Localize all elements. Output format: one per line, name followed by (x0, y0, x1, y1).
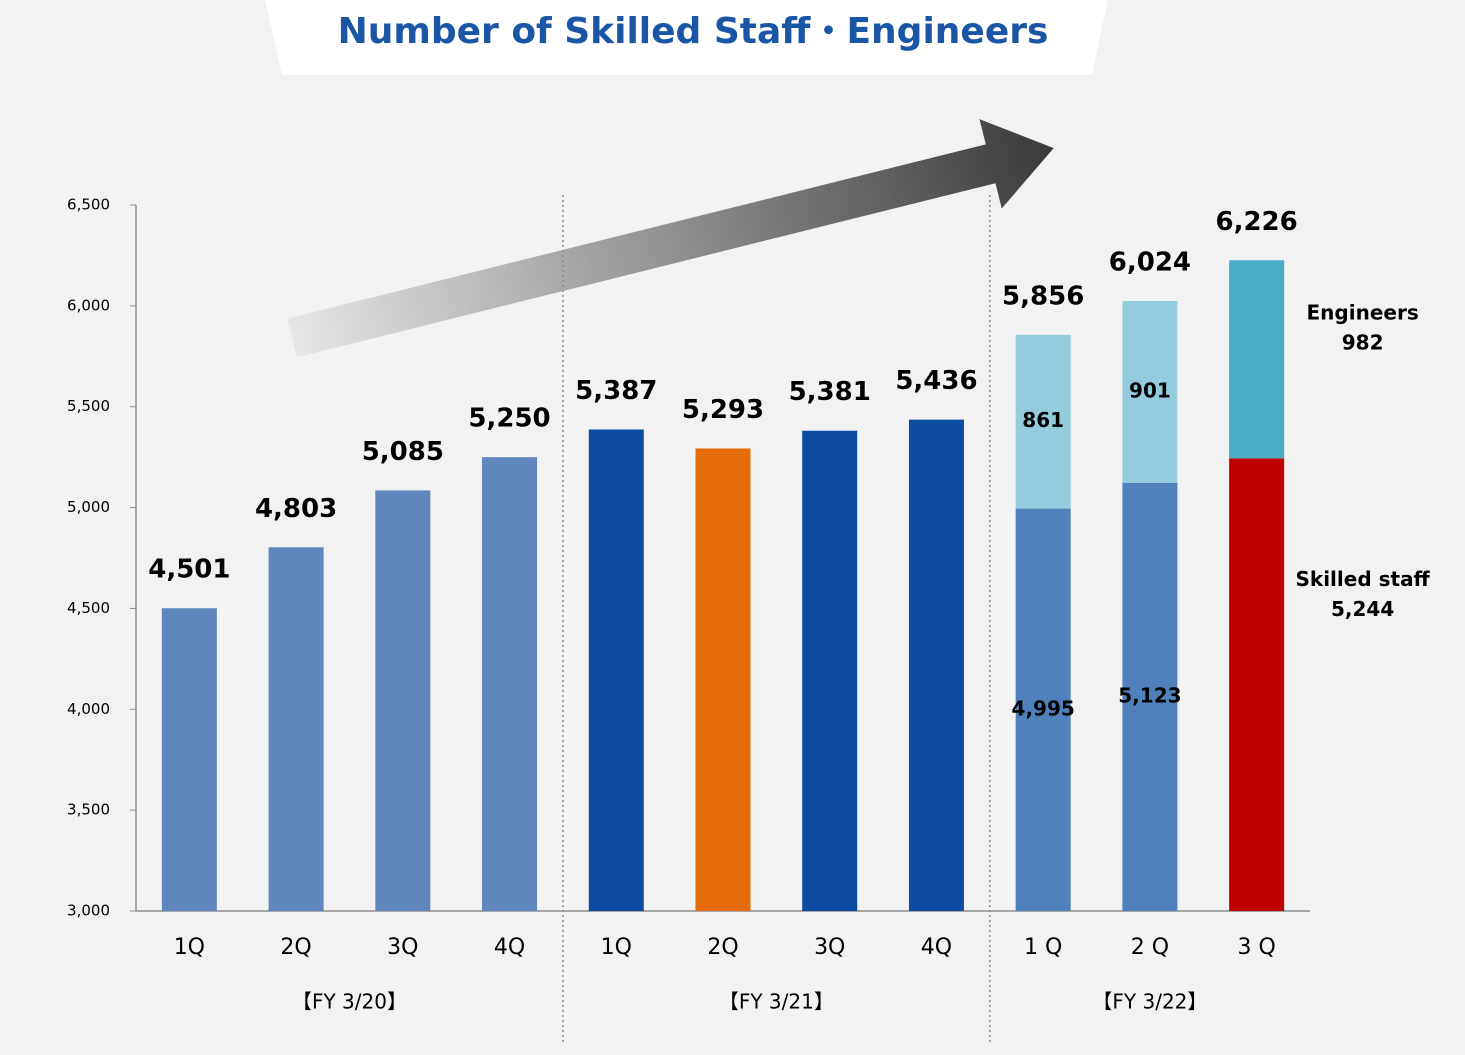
x-tick-label: 1Q (174, 935, 205, 960)
y-tick-label: 3,500 (67, 801, 110, 819)
value-label: 5,293 (682, 395, 764, 425)
x-tick-label: 3 Q (1237, 935, 1275, 960)
group-label: 【FY 3/21】 (719, 990, 834, 1014)
segment-label: 861 (1022, 408, 1064, 432)
y-tick-label: 5,000 (67, 498, 110, 516)
value-label: 4,501 (148, 555, 230, 585)
x-tick-label: 1 Q (1024, 935, 1062, 960)
segment-label: 5,123 (1118, 683, 1181, 707)
x-tick-label: 3Q (387, 935, 418, 960)
group-label: 【FY 3/22】 (1092, 990, 1207, 1014)
series-label: Engineers (1307, 300, 1419, 324)
bar-segment (1229, 260, 1285, 459)
bar (375, 490, 431, 911)
bar-segment (1229, 458, 1285, 911)
bar-segment (1122, 301, 1178, 483)
x-tick-label: 2 Q (1131, 935, 1169, 960)
value-label: 6,226 (1216, 207, 1298, 237)
bar-segment (1015, 508, 1071, 911)
y-tick-label: 6,500 (67, 196, 110, 214)
x-tick-label: 2Q (707, 935, 738, 960)
y-tick-label: 4,500 (67, 599, 110, 617)
y-tick-label: 4,000 (67, 700, 110, 718)
bar (482, 457, 538, 911)
segment-label: 5,244 (1331, 597, 1394, 621)
segment-label: 982 (1342, 330, 1384, 354)
bar (161, 608, 217, 911)
trend-arrow (287, 119, 1054, 358)
title-tab (265, 0, 1108, 75)
bar (908, 419, 964, 911)
value-label: 5,085 (362, 437, 444, 467)
x-tick-label: 2Q (280, 935, 311, 960)
y-tick-label: 6,000 (67, 296, 110, 314)
series-label: Skilled staff (1295, 567, 1430, 591)
value-label: 6,024 (1109, 248, 1191, 278)
group-label: 【FY 3/20】 (292, 990, 407, 1014)
bar (802, 430, 858, 911)
bar-segment (1122, 482, 1178, 911)
x-tick-label: 1Q (601, 935, 632, 960)
value-label: 5,381 (789, 377, 871, 407)
value-label: 5,856 (1002, 281, 1084, 311)
x-tick-label: 3Q (814, 935, 845, 960)
value-label: 4,803 (255, 494, 337, 524)
bar (588, 429, 644, 911)
value-label: 5,436 (895, 366, 977, 396)
x-tick-label: 4Q (494, 935, 525, 960)
value-label: 5,387 (575, 376, 657, 406)
value-label: 5,250 (468, 404, 550, 434)
x-tick-label: 4Q (921, 935, 952, 960)
segment-label: 4,995 (1012, 696, 1075, 720)
bar-segment (1015, 334, 1071, 509)
bar (695, 448, 751, 911)
bar (268, 547, 324, 911)
y-tick-label: 3,000 (67, 902, 110, 920)
chart-title: Number of Skilled Staff・Engineers (338, 11, 1049, 52)
y-tick-label: 5,500 (67, 397, 110, 415)
segment-label: 901 (1129, 378, 1171, 402)
